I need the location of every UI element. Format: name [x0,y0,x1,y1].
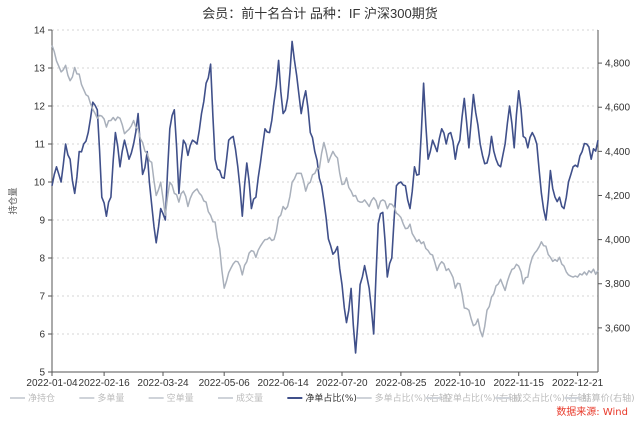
legend-label: 成交占比(%)(右轴) [513,392,590,404]
legend-label: 成交量 [236,392,263,404]
y-left-tick-label: 8 [39,254,45,265]
series-settlement-price-line [51,45,599,338]
legend-item[interactable]: 空单量 [148,392,194,404]
y-left-tick-label: 7 [39,292,45,303]
legend-item[interactable]: 多单占比(%)(右轴) [356,392,452,404]
legend[interactable]: 净持仓 多单量 空单量 成交量 净单占比(%) 多单占比(%)(右轴)空单占比(%)(右轴… [10,392,635,404]
legend-label: 空单量 [167,392,194,404]
y-right-tick-label: 4,600 [605,103,630,114]
legend-item[interactable]: 净持仓 [10,392,55,404]
series-layer [51,40,599,354]
y-left-tick-label: 5 [39,368,45,379]
x-tick-label: 2022-05-06 [199,378,251,389]
legend-label: 净持仓 [28,392,55,404]
y-axis-left-label: 持仓量 [7,187,19,214]
x-tick-label: 2022-01-04 [26,378,78,389]
x-tick-label: 2022-06-14 [258,378,310,389]
y-left-tick-label: 13 [34,64,46,75]
y-left-tick-label: 14 [34,26,46,37]
legend-label: 多单量 [97,392,124,404]
data-source-label: 数据来源: Wind [556,405,628,418]
y-right-tick-label: 4,800 [605,59,630,70]
legend-label: 净单占比(%) [305,392,357,404]
legend-item[interactable]: 净单占比(%) [287,392,357,404]
legend-item[interactable]: 结算价(右轴) [564,392,635,404]
x-tick-label: 2022-11-15 [493,378,544,389]
x-tick-label: 2022-03-24 [137,378,189,389]
x-tick-label: 2022-08-25 [375,378,427,389]
x-tick-label: 2022-02-16 [79,378,131,389]
y-left-tick-label: 11 [35,140,46,151]
y-right-tick-label: 3,600 [605,323,630,334]
legend-label: 多单占比(%)(右轴) [375,392,452,404]
gridlines [52,29,598,373]
y-right-tick-label: 4,200 [605,191,630,202]
legend-label: 结算价(右轴) [583,392,635,404]
series-net-ratio-line [51,40,599,354]
y-right-tick-label: 4,000 [605,235,630,246]
chart-title: 会员：前十名合计 品种：IF 沪深300期货 [202,6,437,21]
legend-item[interactable]: 多单量 [79,392,124,404]
axes [48,29,602,376]
legend-item[interactable]: 空单占比(%)(右轴) [426,392,521,404]
legend-label: 空单占比(%)(右轴) [444,392,521,404]
x-tick-label: 2022-07-20 [316,378,368,389]
x-tick-label: 2022-12-21 [552,378,604,389]
legend-item[interactable]: 成交占比(%)(右轴) [495,392,590,404]
legend-item[interactable]: 成交量 [218,392,263,404]
y-right-tick-label: 4,400 [605,147,630,158]
x-tick-label: 2022-10-10 [434,378,486,389]
tick-labels: 5 6 7 8 9 10 11 12 13 14 3,600 3,800 4,000 4,200 4,400… [26,26,630,390]
y-left-tick-label: 9 [39,216,45,227]
y-left-tick-label: 6 [39,330,45,341]
y-left-tick-label: 10 [34,178,46,189]
y-left-tick-label: 12 [34,102,46,113]
y-right-tick-label: 3,800 [605,279,630,290]
